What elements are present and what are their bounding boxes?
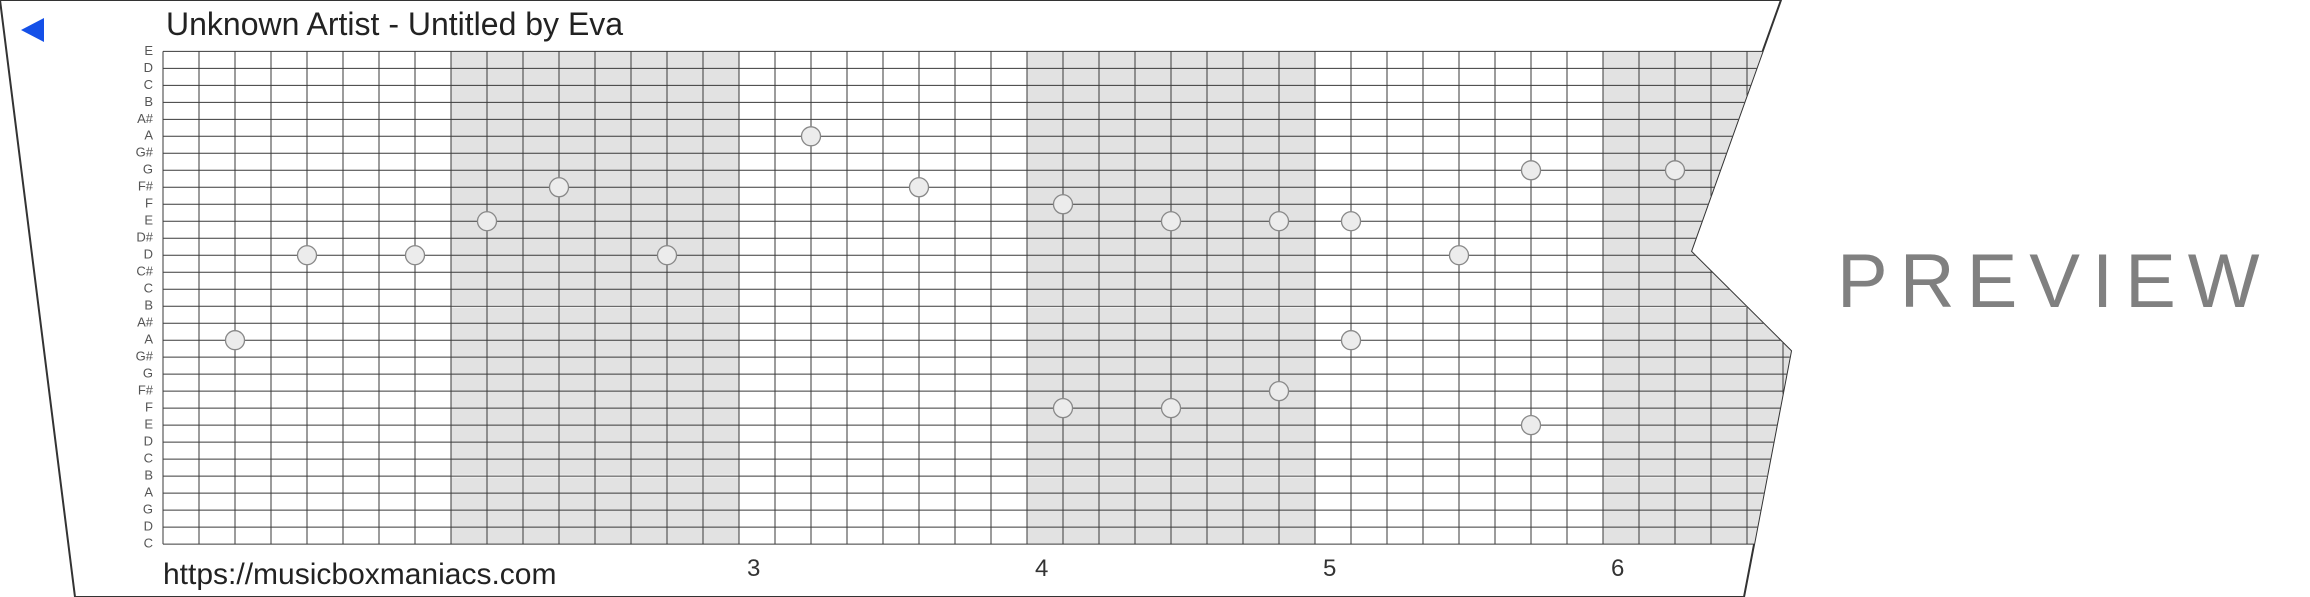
svg-text:E: E [144, 43, 153, 58]
svg-text:A#: A# [137, 111, 154, 126]
svg-text:G: G [143, 502, 153, 517]
svg-text:A#: A# [137, 315, 154, 330]
svg-text:D#: D# [136, 230, 153, 245]
svg-text:G: G [143, 162, 153, 177]
svg-text:D: D [144, 247, 153, 262]
svg-text:E: E [144, 417, 153, 432]
svg-text:C#: C# [136, 264, 153, 279]
svg-text:4: 4 [1035, 555, 1048, 582]
svg-text:G: G [143, 366, 153, 381]
svg-text:G#: G# [136, 349, 154, 364]
svg-text:B: B [144, 94, 153, 109]
svg-text:B: B [144, 298, 153, 313]
svg-text:C: C [144, 536, 153, 551]
svg-text:D: D [144, 519, 153, 534]
svg-text:D: D [144, 60, 153, 75]
svg-text:D: D [144, 434, 153, 449]
svg-text:3: 3 [747, 555, 760, 582]
svg-text:C: C [144, 77, 153, 92]
svg-text:5: 5 [1323, 555, 1336, 582]
svg-text:C: C [144, 281, 153, 296]
svg-text:A: A [144, 485, 153, 500]
svg-text:F: F [145, 196, 153, 211]
svg-text:A: A [144, 332, 153, 347]
svg-text:G#: G# [136, 145, 154, 160]
svg-text:F#: F# [138, 179, 154, 194]
svg-text:6: 6 [1611, 555, 1624, 582]
svg-text:F#: F# [138, 383, 154, 398]
svg-text:F: F [145, 400, 153, 415]
svg-text:C: C [144, 451, 153, 466]
svg-text:B: B [144, 468, 153, 483]
svg-text:E: E [144, 213, 153, 228]
svg-text:A: A [144, 128, 153, 143]
